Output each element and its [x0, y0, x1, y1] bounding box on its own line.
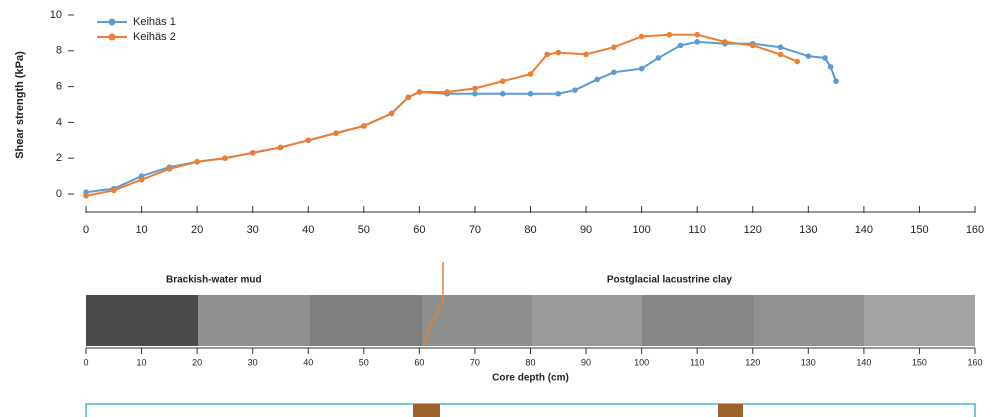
x-tick-label: 90	[581, 357, 591, 367]
data-point	[472, 86, 478, 92]
x-tick-label: 80	[524, 224, 536, 236]
x-tick-label: 150	[910, 224, 928, 236]
x-tick-label: 50	[358, 224, 370, 236]
data-point	[361, 123, 367, 129]
data-point	[694, 32, 700, 38]
x-tick-label: 70	[469, 224, 481, 236]
data-point	[655, 55, 661, 61]
x-tick-label: 30	[247, 224, 259, 236]
legend-label: Keihäs 1	[133, 16, 176, 28]
series-line	[86, 35, 797, 196]
data-point	[722, 39, 728, 45]
data-point	[572, 87, 578, 93]
x-tick-label: 110	[690, 357, 704, 367]
x-tick-label: 160	[966, 224, 984, 236]
x-axis-label: Core depth (cm)	[492, 373, 569, 384]
data-point	[544, 52, 550, 58]
core-unit-label: Brackish-water mud	[166, 275, 262, 286]
x-tick-label: 10	[137, 357, 147, 367]
x-tick-label: 130	[801, 357, 816, 367]
x-tick-label: 140	[856, 357, 871, 367]
x-tick-label: 100	[632, 224, 650, 236]
data-point	[555, 91, 561, 97]
data-point	[611, 69, 617, 75]
y-tick-label: 8	[56, 45, 62, 57]
x-tick-label: 160	[967, 357, 982, 367]
x-tick-label: 110	[688, 224, 706, 236]
x-tick-label: 60	[414, 357, 424, 367]
data-point	[250, 150, 256, 156]
x-tick-label: 90	[580, 224, 592, 236]
x-tick-label: 120	[744, 224, 762, 236]
y-tick-label: 10	[50, 9, 62, 21]
legend-marker	[109, 19, 116, 26]
data-point	[500, 78, 506, 84]
x-tick-label: 100	[634, 357, 649, 367]
data-point	[139, 177, 145, 183]
data-point	[528, 91, 534, 97]
data-point	[222, 155, 228, 161]
data-point	[444, 89, 450, 95]
x-tick-label: 80	[525, 357, 535, 367]
x-tick-label: 130	[799, 224, 817, 236]
x-tick-label: 10	[135, 224, 147, 236]
figure: Shear strength (kPa) 0246810010203040506…	[0, 0, 991, 417]
data-point	[806, 53, 812, 59]
data-point	[822, 55, 828, 61]
data-point	[472, 91, 478, 97]
x-tick-label: 20	[191, 224, 203, 236]
x-tick-label: 150	[912, 357, 927, 367]
data-point	[694, 39, 700, 45]
bottom-strip	[86, 404, 975, 417]
data-point	[555, 50, 561, 56]
data-point	[583, 52, 589, 58]
x-tick-label: 0	[83, 357, 88, 367]
x-tick-label: 70	[470, 357, 480, 367]
data-point	[678, 43, 684, 49]
data-point	[639, 34, 645, 40]
y-tick-label: 4	[56, 116, 62, 128]
data-point	[639, 66, 645, 72]
y-tick-label: 0	[56, 188, 62, 200]
y-tick-label: 2	[56, 152, 62, 164]
data-point	[194, 159, 200, 165]
data-point	[305, 138, 311, 144]
x-tick-label: 60	[413, 224, 425, 236]
data-point	[611, 44, 617, 50]
data-point	[750, 43, 756, 49]
x-tick-label: 120	[745, 357, 760, 367]
series-line	[86, 42, 836, 192]
data-point	[278, 145, 284, 151]
y-axis-label: Shear strength (kPa)	[14, 51, 26, 159]
core-unit-label: Postglacial lacustrine clay	[607, 275, 732, 286]
legend-label: Keihäs 2	[133, 31, 176, 43]
data-point	[594, 77, 600, 83]
data-point	[417, 89, 423, 95]
data-point	[405, 95, 411, 101]
x-tick-label: 50	[359, 357, 369, 367]
y-tick-label: 6	[56, 81, 62, 93]
x-tick-label: 40	[302, 224, 314, 236]
data-point	[828, 64, 834, 70]
data-point	[778, 52, 784, 58]
x-tick-label: 40	[303, 357, 313, 367]
x-tick-label: 20	[192, 357, 202, 367]
data-point	[389, 111, 395, 117]
data-point	[167, 166, 173, 172]
data-point	[83, 193, 89, 199]
data-point	[667, 32, 673, 38]
data-point	[778, 44, 784, 50]
x-tick-label: 0	[83, 224, 89, 236]
data-point	[111, 188, 117, 194]
data-point	[528, 71, 534, 77]
x-tick-label: 140	[855, 224, 873, 236]
x-tick-label: 30	[248, 357, 258, 367]
legend-marker	[109, 34, 116, 41]
data-point	[833, 78, 839, 84]
data-point	[333, 130, 339, 136]
data-point	[794, 59, 800, 65]
data-point	[500, 91, 506, 97]
